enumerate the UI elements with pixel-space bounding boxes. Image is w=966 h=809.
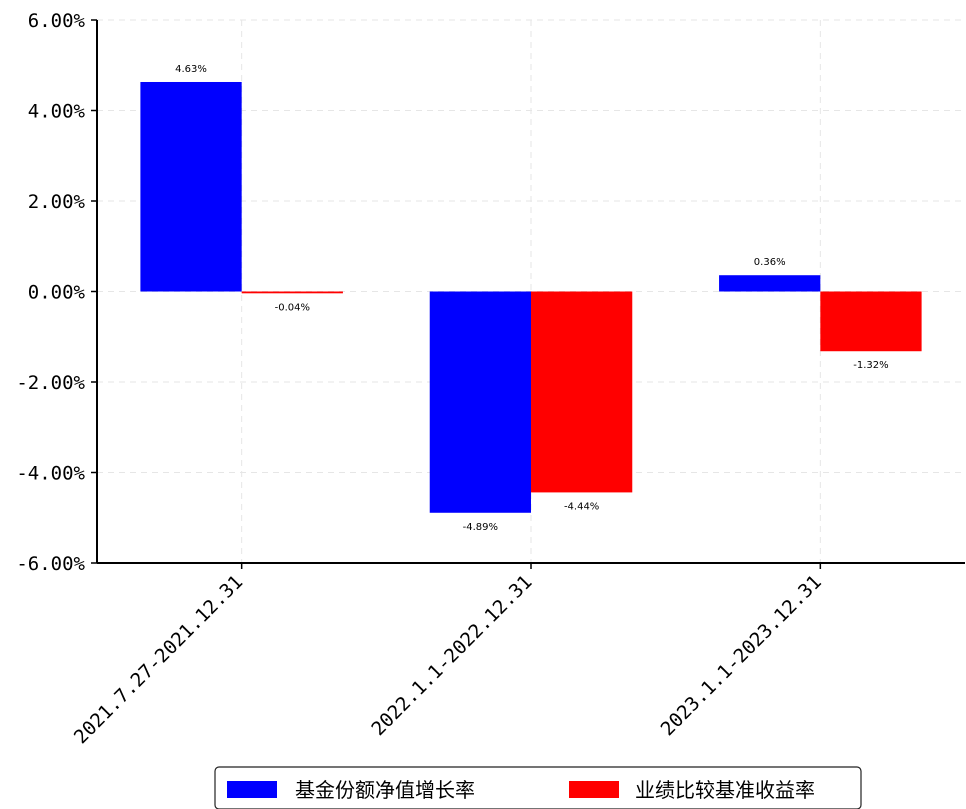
bar-benchmark-1 (531, 291, 633, 493)
legend-swatch-fund (227, 781, 277, 798)
legend-swatch-benchmark (569, 781, 619, 798)
bar-fund-1 (429, 291, 531, 513)
y-tick-label: 0.00% (28, 282, 86, 304)
data-label-benchmark-0: -0.04% (275, 302, 310, 313)
legend-label-fund: 基金份额净值增长率 (295, 778, 475, 802)
data-label-fund-0: 4.63% (175, 64, 207, 75)
y-tick-label: -6.00% (16, 553, 85, 575)
data-labels-layer: 4.63% -4.89% 0.36% -0.04% -4.44% -1.32% (175, 64, 889, 533)
y-tick-label: -2.00% (16, 372, 85, 394)
x-tick-label: 2022.1.1-2022.12.31 (367, 571, 536, 740)
bar-benchmark-0 (241, 291, 343, 294)
legend-label-benchmark: 业绩比较基准收益率 (635, 778, 815, 802)
data-label-fund-1: -4.89% (463, 522, 498, 533)
legend: 基金份额净值增长率 业绩比较基准收益率 (214, 766, 862, 809)
data-label-fund-2: 0.36% (754, 257, 786, 268)
data-label-benchmark-1: -4.44% (564, 501, 599, 512)
y-tick-label: -4.00% (16, 463, 85, 485)
data-label-benchmark-2: -1.32% (853, 360, 888, 371)
x-ticks-layer: 2021.7.27-2021.12.31 2022.1.1-2022.12.31 2… (70, 563, 826, 748)
legend-frame (214, 766, 862, 809)
bars-layer (140, 81, 922, 513)
y-ticks-layer: 6.00% 4.00% 2.00% 0.00% -2.00% -4.00% -6.00% (16, 10, 97, 575)
y-tick-label: 6.00% (28, 10, 86, 32)
y-tick-label: 2.00% (28, 191, 86, 213)
bar-fund-0 (140, 81, 242, 292)
bar-benchmark-2 (820, 291, 922, 352)
x-tick-label: 2023.1.1-2023.12.31 (657, 571, 826, 740)
x-tick-label: 2021.7.27-2021.12.31 (70, 571, 247, 748)
y-tick-label: 4.00% (28, 101, 86, 123)
bar-fund-2 (719, 275, 821, 292)
